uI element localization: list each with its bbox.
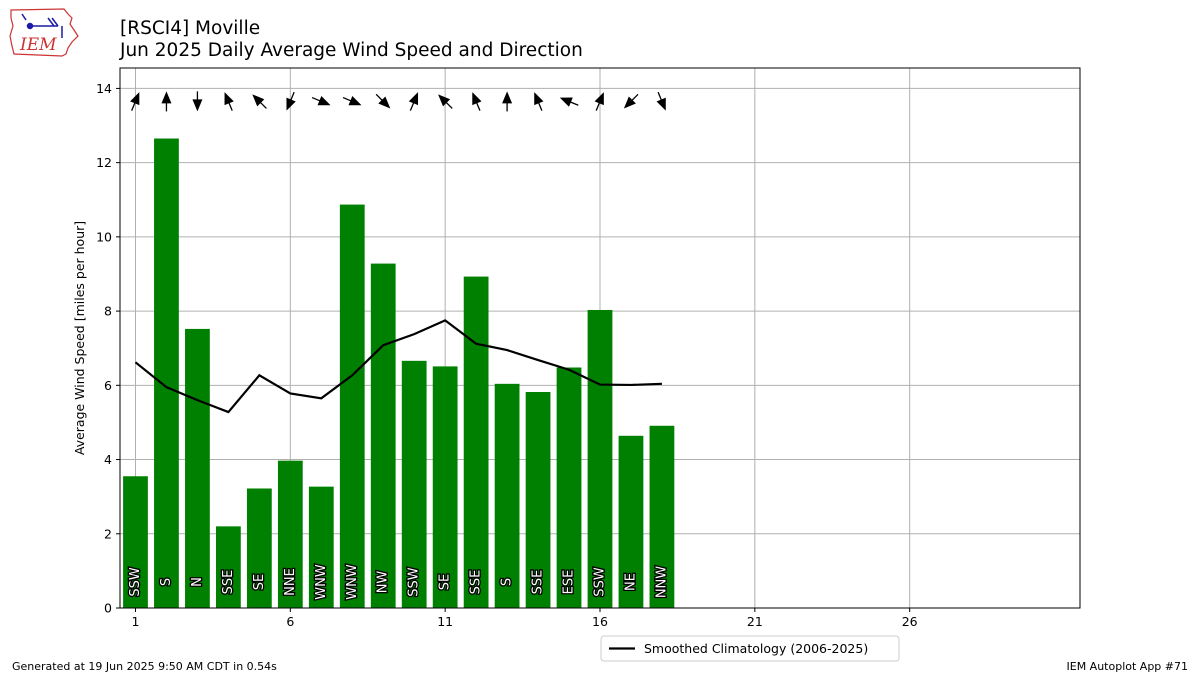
x-tick-label: 26: [902, 614, 918, 629]
bar-direction-label: S: [500, 578, 515, 586]
wind-arrow-icon: [594, 92, 604, 111]
chart-title-period: Jun 2025 Daily Average Wind Speed and Di…: [120, 40, 583, 61]
bar-direction-label: SSW: [407, 567, 422, 597]
bar: [216, 526, 241, 608]
bar-direction-label: NNE: [283, 568, 298, 596]
y-axis-ticks: 0 2 4 6 8 10 12 14: [96, 81, 120, 616]
bar-direction-label: SSE: [221, 570, 236, 595]
x-tick-label: 16: [592, 614, 608, 629]
bar-direction-label: NE: [623, 573, 638, 591]
legend: Smoothed Climatology (2006-2025): [600, 635, 900, 662]
iem-logo: IEM: [9, 8, 79, 57]
x-tick-label: 6: [286, 614, 294, 629]
bar: [246, 488, 272, 608]
y-tick-label: 12: [96, 155, 112, 170]
bar-direction-label: SE: [252, 574, 267, 590]
wind-arrow-icon: [224, 92, 234, 111]
chart-title-station: [RSCI4] Moville: [120, 18, 261, 39]
wind-barb-icon: [21, 13, 63, 38]
bar-direction-label: SE: [438, 574, 453, 590]
bar-direction-label: SSW: [593, 567, 608, 597]
bar: [494, 383, 520, 608]
x-tick-label: 11: [437, 614, 453, 629]
bar-direction-label: N: [190, 577, 205, 587]
bar: [618, 435, 644, 608]
wind-arrow-icon: [252, 94, 267, 109]
bar-direction-label: SSE: [469, 570, 484, 595]
y-tick-label: 8: [104, 304, 112, 319]
bar: [525, 392, 551, 608]
bar-direction-label: WNW: [314, 564, 329, 600]
bar: [432, 366, 458, 608]
wind-arrow-icon: [286, 91, 296, 111]
x-tick-label: 21: [747, 614, 763, 629]
bar-direction-label: WNW: [345, 564, 360, 600]
climatology-series-line: [134, 319, 662, 414]
bar: [556, 367, 582, 608]
y-axis-label: Average Wind Speed [miles per hour]: [72, 221, 87, 455]
bar: [370, 263, 396, 608]
bar: [649, 425, 675, 608]
iowa-outline-icon: [9, 8, 79, 57]
bar: [154, 138, 179, 609]
wind-arrow-icon: [502, 91, 513, 112]
legend-box: [600, 635, 900, 662]
bar: [308, 486, 334, 608]
wind-arrow-icon: [375, 93, 391, 109]
bar-direction-label: NNW: [654, 566, 669, 598]
wind-arrow-icon: [408, 92, 419, 111]
bar: [587, 309, 613, 608]
bar: [401, 360, 427, 608]
y-tick-label: 10: [96, 229, 112, 244]
footer-app: IEM Autoplot App #71: [1066, 660, 1189, 673]
bar: [339, 204, 365, 608]
wind-arrow-icon: [623, 93, 639, 109]
wind-arrow-icon: [311, 96, 331, 106]
bar: [185, 328, 210, 608]
wind-arrow-icon: [559, 97, 579, 107]
bar: [123, 476, 148, 608]
direction-labels: SSW S N SSE SE NNE WNW WNW NW SSW SE SSE S SSE ESE SSW N…: [127, 563, 671, 601]
bar: [463, 276, 489, 608]
wind-arrow-icon: [130, 92, 140, 111]
y-tick-label: 2: [104, 526, 112, 541]
wind-arrow-icon: [438, 94, 453, 109]
climatology-line: [134, 319, 662, 414]
bar-direction-label: NW: [376, 571, 391, 594]
wind-direction-arrows: [130, 91, 666, 112]
y-tick-label: 6: [104, 378, 112, 393]
y-tick-label: 4: [104, 452, 112, 467]
bars: [123, 138, 675, 609]
x-axis-ticks: 1 6 11 16 21 26: [132, 608, 918, 629]
x-tick-label: 1: [132, 614, 140, 629]
wind-arrow-icon: [342, 96, 362, 106]
bar-direction-label: ESE: [562, 570, 577, 595]
wind-arrow-icon: [161, 91, 172, 112]
wind-arrow-icon: [192, 91, 203, 112]
wind-arrow-icon: [656, 91, 666, 111]
wind-arrow-icon: [472, 92, 482, 111]
wind-arrow-icon: [534, 92, 544, 111]
bar-direction-label: SSW: [128, 567, 143, 597]
legend-label-climatology: Smoothed Climatology (2006-2025): [644, 641, 868, 656]
footer-generated: Generated at 19 Jun 2025 9:50 AM CDT in …: [12, 660, 277, 673]
y-tick-label: 14: [96, 81, 112, 96]
bar-direction-label: SSE: [531, 570, 546, 595]
logo-text: IEM: [19, 35, 57, 55]
bar: [277, 460, 303, 608]
y-tick-label: 0: [104, 601, 112, 616]
bar-direction-label: S: [159, 578, 174, 586]
